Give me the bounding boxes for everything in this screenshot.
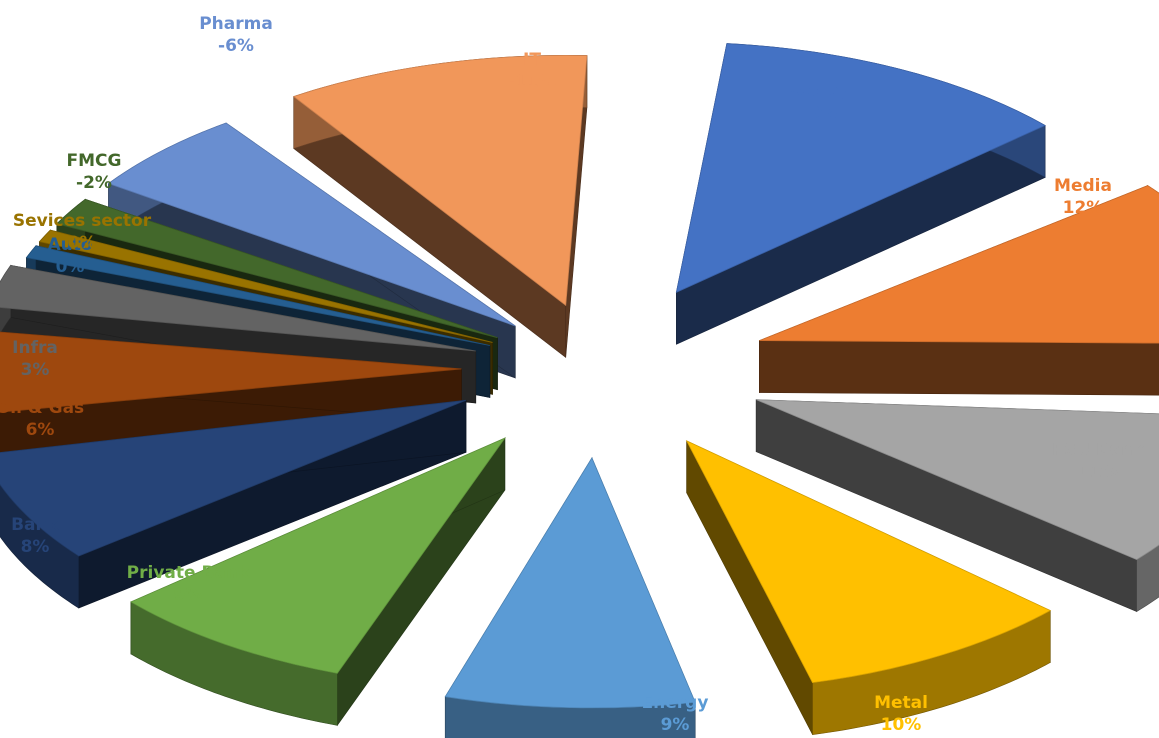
- slice-label-name: Sevices sector: [13, 211, 152, 231]
- pie-slice-top: [685, 439, 1052, 684]
- slice-label-value: -6%: [218, 36, 254, 56]
- slice-label: Bank 8%: [11, 515, 60, 557]
- pie-slice-top: [292, 54, 588, 307]
- slice-label: FMCG -2%: [67, 151, 122, 193]
- slice-label-name: Realty: [786, 81, 847, 101]
- slice-label-value: 0%: [56, 257, 85, 277]
- pie-slice: [130, 437, 507, 727]
- slice-label: IT -11%: [508, 50, 556, 92]
- slice-label-value: 9%: [174, 585, 203, 605]
- slice-label: Metal 10%: [874, 693, 928, 735]
- pie-slice-side: [759, 340, 1159, 396]
- slice-label: Realty 13%: [786, 81, 847, 123]
- slice-label-value: -2%: [76, 173, 112, 193]
- slice-label: Sevices sector 0%: [13, 211, 152, 253]
- slice-label-value: 13%: [797, 103, 838, 123]
- slice-label-name: FMCG: [67, 151, 122, 171]
- slice-label-value: 9%: [661, 715, 690, 735]
- slice-label: Auto 0%: [47, 235, 92, 277]
- slice-label-value: 3%: [21, 360, 50, 380]
- slice-label-value: 0%: [68, 233, 97, 253]
- pie-slice-top: [38, 229, 493, 343]
- slice-label-name: Energy: [642, 693, 709, 713]
- pie-slice-top: [756, 399, 1159, 561]
- slice-label-name: Metal: [874, 693, 928, 713]
- pie-slice-top: [25, 245, 490, 346]
- slice-label-name: Private Bank: [127, 563, 250, 583]
- pie-slice-top: [107, 122, 516, 327]
- slice-label-value: 6%: [26, 420, 55, 440]
- slice-label-value: 10%: [881, 715, 922, 735]
- slice-label-value: 12%: [1063, 198, 1104, 218]
- slice-label-name: Media: [1054, 176, 1112, 196]
- slice-label-name: PSU Bank: [1052, 440, 1145, 460]
- slice-label: Energy 9%: [642, 693, 709, 735]
- pie-slice: [292, 54, 588, 358]
- pie-slice: [685, 439, 1052, 735]
- pie-slice-top: [130, 437, 507, 674]
- pie-slice-rim: [1136, 544, 1159, 613]
- pie-slice-top: [675, 43, 1046, 293]
- pie-slice: [675, 43, 1046, 345]
- pie-slice: [0, 399, 467, 609]
- slice-label-name: Oil & Gas: [0, 398, 84, 418]
- slice-label: Pharma -6%: [199, 14, 273, 56]
- slice-label-name: Auto: [47, 235, 92, 255]
- slice-label-name: IT: [523, 50, 541, 70]
- slice-label-value: 8%: [21, 537, 50, 557]
- slice-label-value: -11%: [508, 72, 556, 92]
- slice-label-name: Pharma: [199, 14, 273, 34]
- slice-label: Media 12%: [1054, 176, 1112, 218]
- pie-slice-top: [759, 185, 1159, 344]
- slice-label-name: Bank: [11, 515, 60, 535]
- pie-slice-top: [444, 457, 696, 709]
- slice-label: PSU Bank 11%: [1052, 440, 1145, 482]
- pie-slice: [444, 456, 696, 738]
- pie-slice-top: [56, 198, 498, 339]
- slice-label: Oil & Gas 6%: [0, 398, 84, 440]
- slice-label: Infra 3%: [12, 338, 58, 380]
- pie-slice: [755, 399, 1159, 613]
- pie-slice-top: [0, 399, 467, 557]
- slice-label-name: Infra: [12, 338, 58, 358]
- slice-label: Private Bank 9%: [127, 563, 250, 605]
- pie-slice-top: [0, 264, 476, 352]
- pie-slice-top: [0, 331, 462, 413]
- pie-slice: [759, 185, 1159, 396]
- slice-label-value: 11%: [1078, 462, 1119, 482]
